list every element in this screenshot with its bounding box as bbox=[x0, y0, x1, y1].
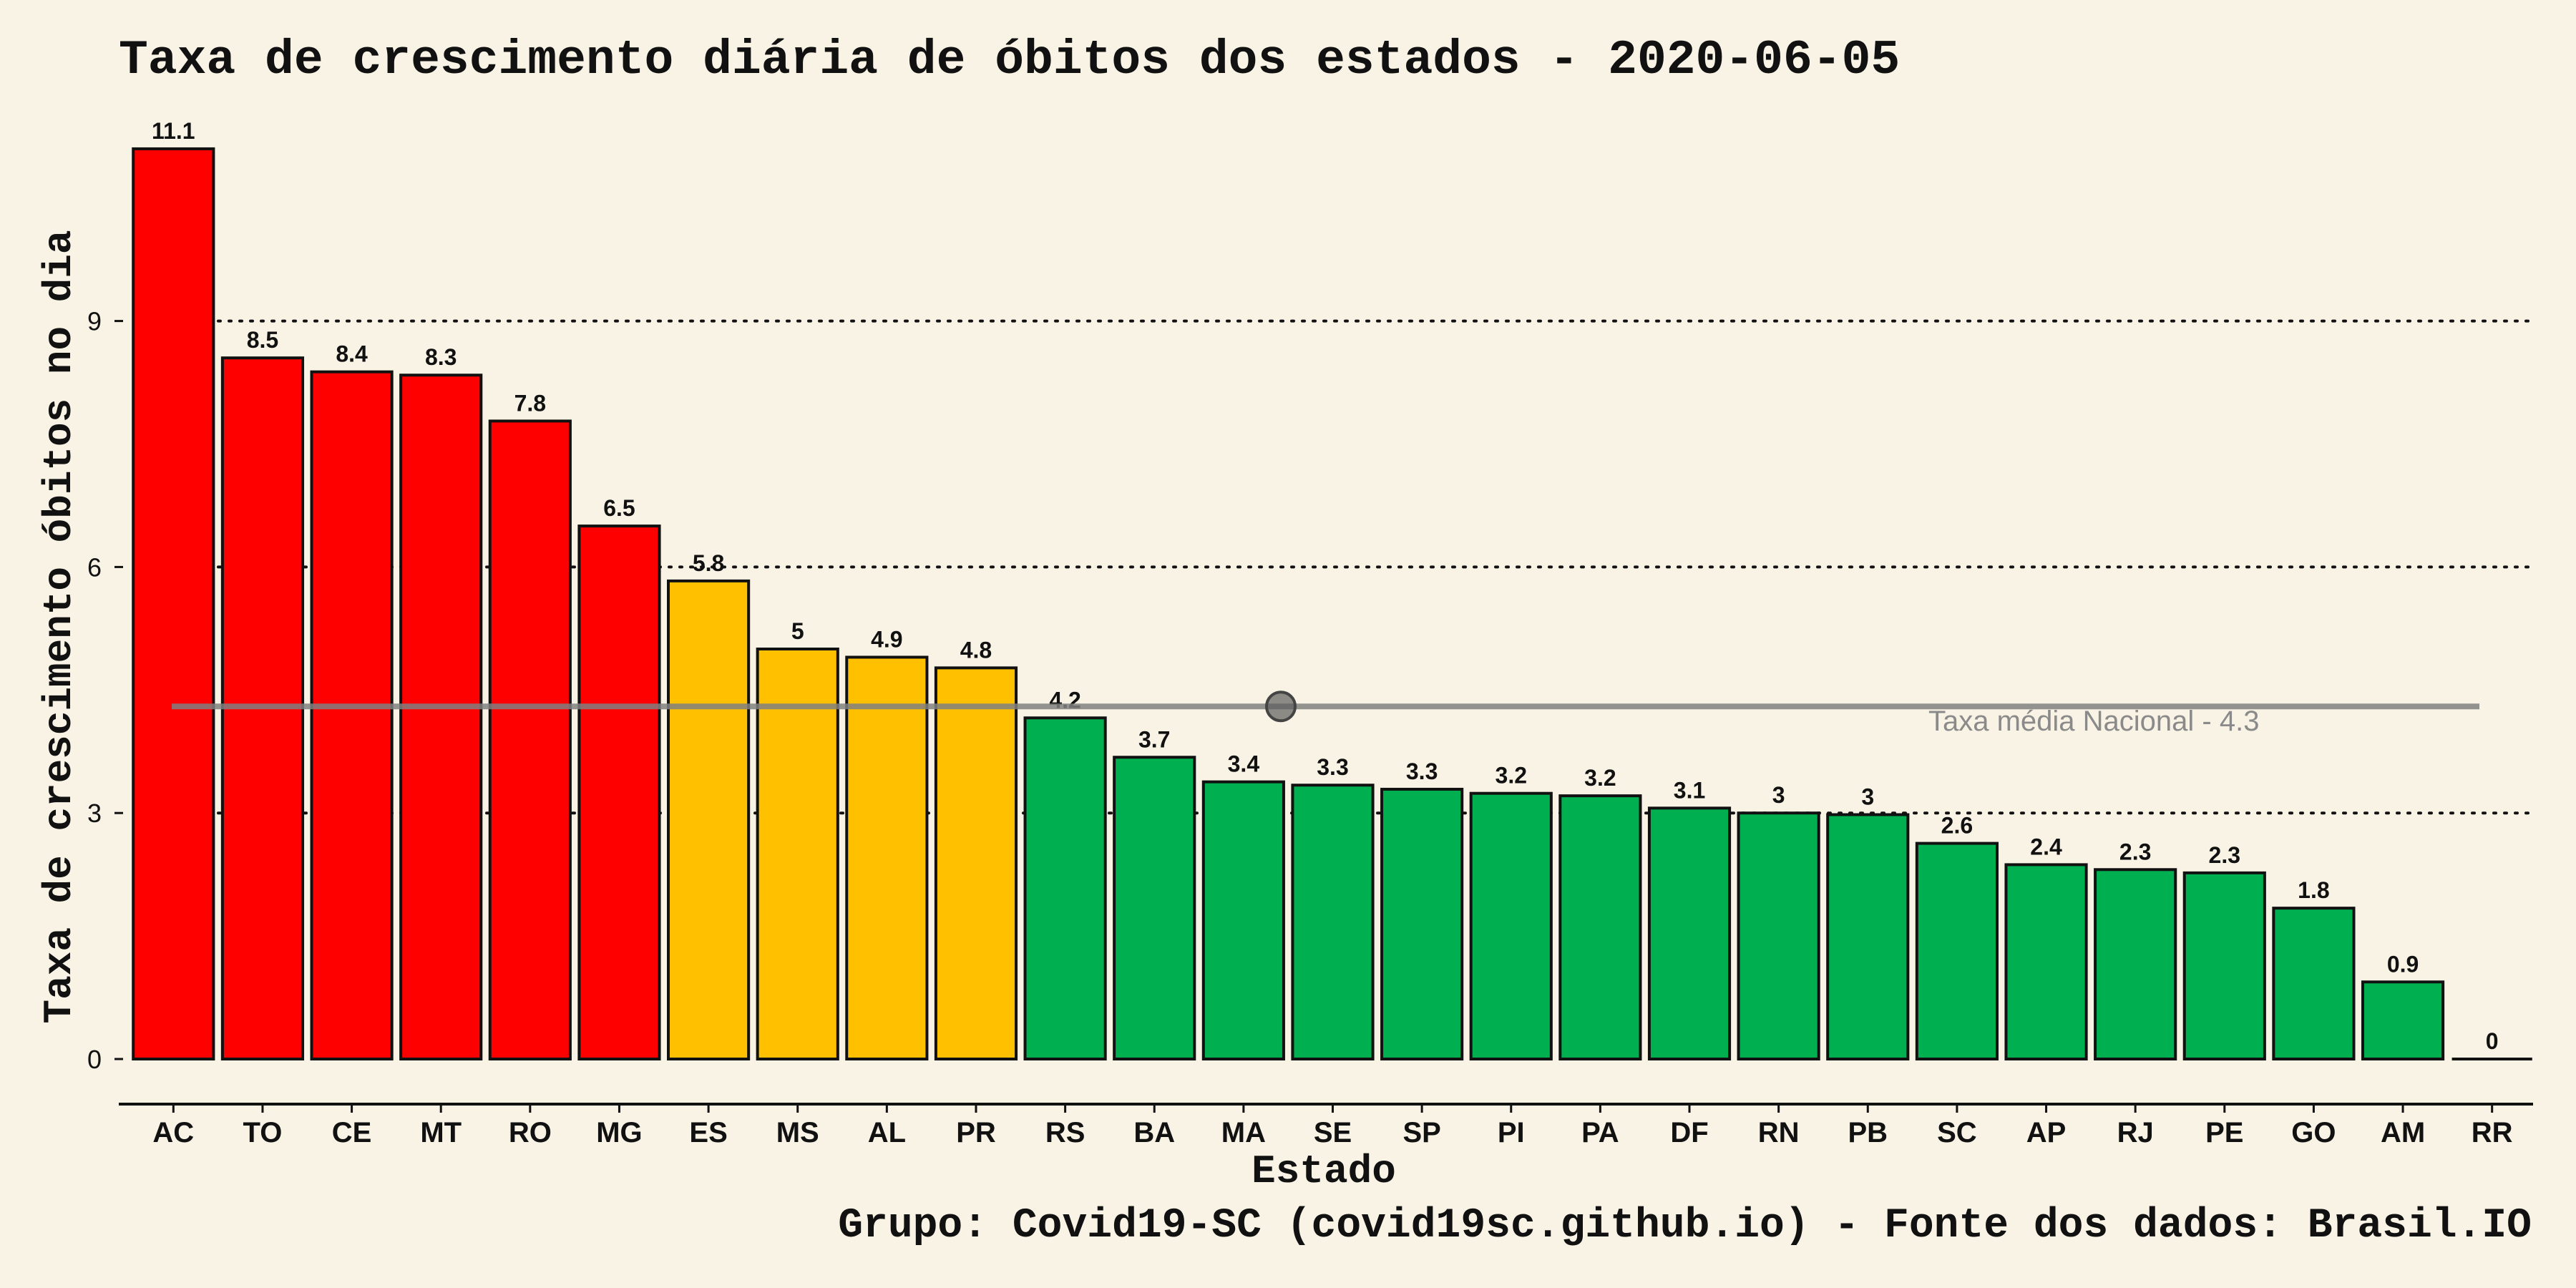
x-tick-label-AC: AC bbox=[152, 1117, 194, 1148]
data-label-PB: 3 bbox=[1861, 784, 1874, 809]
bar-DF bbox=[1647, 806, 1732, 1060]
bar-RO bbox=[488, 419, 572, 1060]
x-tick-label-RO: RO bbox=[509, 1117, 552, 1148]
data-label-PR: 4.8 bbox=[960, 637, 992, 663]
bar-MT bbox=[399, 374, 483, 1060]
bars bbox=[132, 147, 2532, 1061]
data-label-SP: 3.3 bbox=[1406, 758, 1438, 784]
data-label-PE: 2.3 bbox=[2209, 842, 2240, 868]
y-tick-label: 9 bbox=[87, 307, 102, 336]
data-label-AM: 0.9 bbox=[2387, 951, 2419, 977]
data-label-PI: 3.2 bbox=[1496, 763, 1527, 789]
data-label-BA: 3.7 bbox=[1138, 726, 1170, 752]
bar-PR bbox=[934, 666, 1018, 1060]
x-tick-label-MG: MG bbox=[596, 1117, 642, 1148]
bar-GO bbox=[2272, 907, 2356, 1060]
data-label-RN: 3 bbox=[1772, 782, 1785, 808]
bar-CE bbox=[310, 370, 394, 1060]
y-tick-label: 0 bbox=[87, 1045, 102, 1074]
bar-RN bbox=[1737, 811, 1820, 1060]
data-labels: 11.18.58.4 8.37.86.55.85 4.9 4.84.23.73.4 3.… bbox=[152, 118, 2499, 1054]
data-label-SE: 3.3 bbox=[1317, 754, 1348, 780]
x-tick-label-MA: MA bbox=[1221, 1117, 1266, 1148]
bar-SC bbox=[1915, 841, 1999, 1061]
x-tick-label-RN: RN bbox=[1758, 1117, 1800, 1148]
x-tick-label-PA: PA bbox=[1581, 1117, 1619, 1148]
data-label-TO: 8.5 bbox=[247, 327, 278, 353]
bar-PE bbox=[2182, 871, 2266, 1061]
bar-PB bbox=[1826, 813, 1910, 1060]
x-tick-label-BA: BA bbox=[1133, 1117, 1175, 1148]
bar-PI bbox=[1469, 791, 1553, 1061]
x-tick-label-ES: ES bbox=[689, 1117, 727, 1148]
chart-title: Taxa de crescimento diária de óbitos dos… bbox=[119, 33, 1900, 88]
x-tick-label-RJ: RJ bbox=[2117, 1117, 2154, 1148]
data-label-MT: 8.3 bbox=[425, 344, 457, 370]
x-tick-label-GO: GO bbox=[2291, 1117, 2336, 1148]
bar-MG bbox=[577, 525, 661, 1060]
y-axis-ticks: 0 3 6 9 bbox=[87, 307, 123, 1074]
data-label-AP: 2.4 bbox=[2030, 834, 2062, 859]
bar-ES bbox=[667, 579, 751, 1060]
data-label-DF: 3.1 bbox=[1674, 777, 1705, 803]
bar-MA bbox=[1201, 780, 1285, 1060]
x-tick-label-PB: PB bbox=[1848, 1117, 1888, 1148]
bar-AC bbox=[132, 147, 215, 1061]
bar-SE bbox=[1291, 784, 1375, 1060]
x-tick-label-RR: RR bbox=[2472, 1117, 2513, 1148]
bar-BA bbox=[1113, 756, 1196, 1060]
y-tick-label: 6 bbox=[87, 552, 102, 582]
caption: Grupo: Covid19-SC (covid19sc.github.io) … bbox=[838, 1203, 2532, 1249]
data-label-AC: 11.1 bbox=[152, 118, 195, 144]
x-tick-label-AP: AP bbox=[2026, 1117, 2067, 1148]
x-axis-title: Estado bbox=[1252, 1148, 1396, 1194]
x-tick-label-AL: AL bbox=[868, 1117, 906, 1148]
bar-RS bbox=[1023, 716, 1107, 1060]
data-label-PA: 3.2 bbox=[1584, 765, 1616, 791]
bar-AL bbox=[845, 655, 929, 1060]
x-tick-label-RS: RS bbox=[1045, 1117, 1085, 1148]
x-tick-label-AM: AM bbox=[2381, 1117, 2425, 1148]
bar-MS bbox=[756, 648, 839, 1060]
bar-PA bbox=[1558, 794, 1642, 1061]
y-tick-label: 3 bbox=[87, 799, 102, 828]
x-tick-label-PI: PI bbox=[1498, 1117, 1525, 1148]
data-label-SC: 2.6 bbox=[1941, 813, 1973, 839]
data-label-ES: 5.8 bbox=[693, 550, 724, 576]
x-tick-label-MS: MS bbox=[776, 1117, 819, 1148]
y-axis-title: Taxa de crescimento óbitos no dia bbox=[36, 230, 82, 1024]
x-tick-label-PR: PR bbox=[956, 1117, 996, 1148]
x-tick-label-SP: SP bbox=[1402, 1117, 1440, 1148]
data-label-RR: 0 bbox=[2486, 1028, 2499, 1054]
x-tick-label-SC: SC bbox=[1937, 1117, 1977, 1148]
data-label-RJ: 2.3 bbox=[2119, 839, 2151, 864]
data-label-CE: 8.4 bbox=[336, 341, 368, 367]
bar-AM bbox=[2361, 980, 2445, 1060]
bar-SP bbox=[1380, 787, 1464, 1060]
data-label-AL: 4.9 bbox=[871, 626, 902, 652]
x-tick-label-CE: CE bbox=[332, 1117, 372, 1148]
data-label-MS: 5 bbox=[791, 618, 804, 644]
x-tick-label-TO: TO bbox=[243, 1117, 283, 1148]
x-tick-label-MT: MT bbox=[420, 1117, 462, 1148]
reference-line-label: Taxa média Nacional - 4.3 bbox=[1928, 706, 2259, 737]
x-tick-label-SE: SE bbox=[1314, 1117, 1352, 1148]
bar-RJ bbox=[2094, 868, 2177, 1061]
reference-marker bbox=[1265, 691, 1297, 723]
reference-line-group: Taxa média Nacional - 4.3 bbox=[172, 691, 2479, 737]
x-axis-ticks: AC TO CE MT RO MG ES MS AL PR RS BA MA SE SP PI PA DF RN PB… bbox=[152, 1104, 2513, 1148]
data-label-MG: 6.5 bbox=[603, 495, 635, 521]
x-tick-label-PE: PE bbox=[2205, 1117, 2243, 1148]
data-label-MA: 3.4 bbox=[1228, 751, 1260, 777]
x-tick-label-DF: DF bbox=[1670, 1117, 1708, 1148]
bar-AP bbox=[2004, 863, 2088, 1060]
data-label-GO: 1.8 bbox=[2298, 877, 2329, 903]
data-label-RO: 7.8 bbox=[514, 390, 546, 416]
